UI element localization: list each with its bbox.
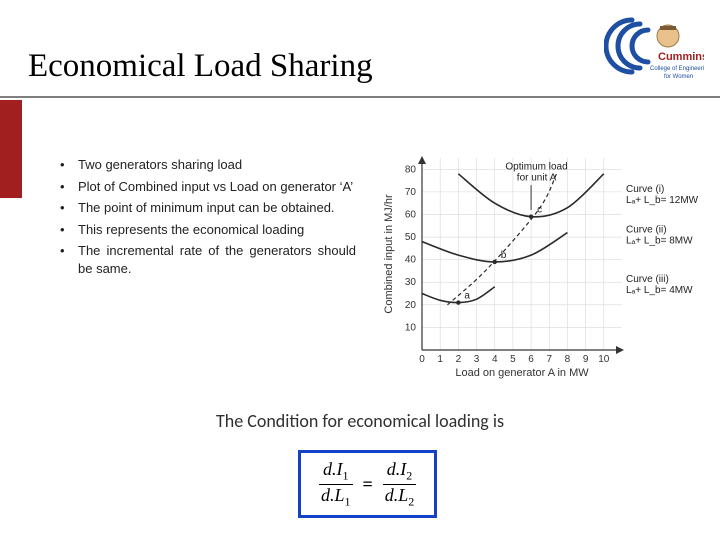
svg-text:c: c xyxy=(537,205,542,216)
svg-text:b: b xyxy=(501,250,507,261)
svg-text:Load on generator A in MW: Load on generator A in MW xyxy=(455,367,589,379)
accent-bar xyxy=(0,100,22,198)
svg-text:6: 6 xyxy=(528,354,534,365)
svg-text:10: 10 xyxy=(405,322,417,333)
bullet-item: The incremental rate of the generators s… xyxy=(74,242,356,277)
bullet-item: The point of minimum input can be obtain… xyxy=(74,199,356,217)
slide-title: Economical Load Sharing xyxy=(28,48,373,85)
bullet-item: Plot of Combined input vs Load on genera… xyxy=(74,178,356,196)
svg-text:2: 2 xyxy=(456,354,462,365)
college-logo: Cummins College of Engineering for Women xyxy=(604,12,704,84)
equals-sign: = xyxy=(363,474,373,495)
logo-text-tag: for Women xyxy=(664,74,693,80)
svg-text:5: 5 xyxy=(510,354,516,365)
load-chart: 0 1 2 3 4 5 6 7 8 9 10 10 20 30 40 50 60 70 80 Load on gene… xyxy=(380,150,700,380)
svg-text:Lₐ+ L_b= 12MW: Lₐ+ L_b= 12MW xyxy=(626,195,699,206)
slide-root: Cummins College of Engineering for Women… xyxy=(0,0,720,540)
svg-text:30: 30 xyxy=(405,277,417,288)
title-underline xyxy=(0,96,720,98)
svg-text:10: 10 xyxy=(598,354,610,365)
svg-text:Curve (i): Curve (i) xyxy=(626,184,664,195)
svg-text:Lₐ+ L_b= 4MW: Lₐ+ L_b= 4MW xyxy=(626,285,693,296)
formula-rhs: d.I2 d.L2 xyxy=(383,459,417,509)
logo-text-top: Cummins xyxy=(658,51,704,63)
svg-text:Optimum load: Optimum load xyxy=(505,161,567,172)
formula-lhs: d.I1 d.L1 xyxy=(319,459,353,509)
svg-text:8: 8 xyxy=(565,354,571,365)
svg-text:9: 9 xyxy=(583,354,589,365)
svg-text:60: 60 xyxy=(405,209,417,220)
svg-text:70: 70 xyxy=(405,187,417,198)
logo-text-bottom: College of Engineering xyxy=(650,66,704,72)
svg-text:20: 20 xyxy=(405,300,417,311)
svg-text:0: 0 xyxy=(419,354,425,365)
svg-text:for unit A: for unit A xyxy=(517,172,557,183)
svg-text:7: 7 xyxy=(546,354,552,365)
bullet-item: Two generators sharing load xyxy=(74,156,356,174)
svg-text:Curve (ii): Curve (ii) xyxy=(626,225,667,236)
bullet-list: Two generators sharing load Plot of Comb… xyxy=(56,156,356,281)
svg-text:Combined input in MJ/hr: Combined input in MJ/hr xyxy=(383,194,395,314)
svg-text:Curve (iii): Curve (iii) xyxy=(626,274,669,285)
condition-text: The Condition for economical loading is xyxy=(0,410,720,432)
bullet-item: This represents the economical loading xyxy=(74,221,356,239)
svg-text:50: 50 xyxy=(405,232,417,243)
svg-text:80: 80 xyxy=(405,164,417,175)
formula-box: d.I1 d.L1 = d.I2 d.L2 xyxy=(298,450,437,518)
svg-text:3: 3 xyxy=(474,354,480,365)
svg-text:a: a xyxy=(464,291,470,302)
svg-text:1: 1 xyxy=(437,354,443,365)
svg-text:4: 4 xyxy=(492,354,498,365)
svg-text:Lₐ+ L_b= 8MW: Lₐ+ L_b= 8MW xyxy=(626,236,693,247)
svg-text:40: 40 xyxy=(405,255,417,266)
